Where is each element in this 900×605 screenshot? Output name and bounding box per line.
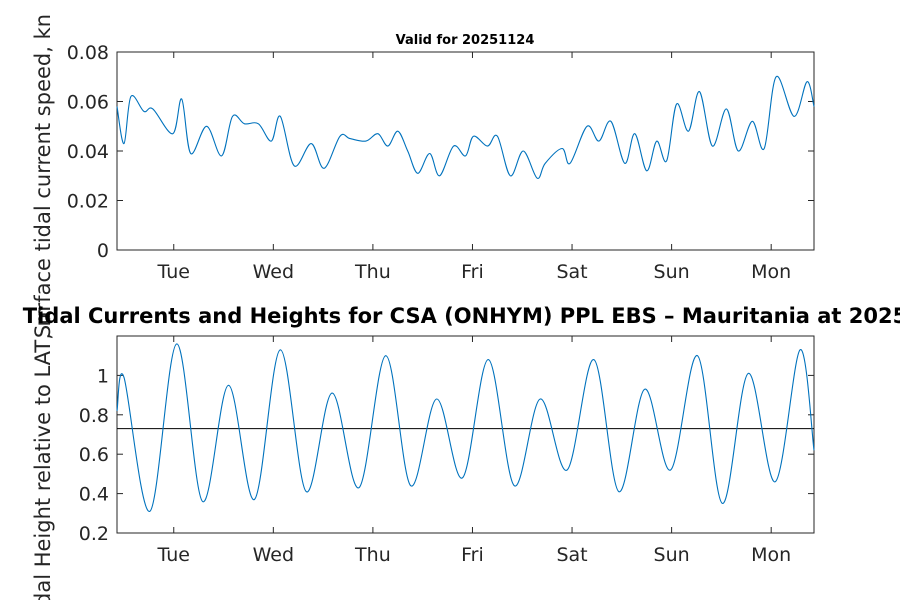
x-tick-label: Sat	[556, 544, 587, 566]
y-tick-label: 0.2	[79, 523, 109, 545]
height-series-line	[116, 343, 815, 512]
height-plot-area	[116, 335, 815, 534]
x-tick-label: Mon	[751, 544, 791, 566]
x-tick-label: Thu	[354, 544, 391, 566]
y-tick-label: 1	[97, 365, 109, 387]
height-x-ticks: Tue Wed Thu Fri Sat Sun Mon	[157, 336, 791, 566]
y-tick-label: 0	[97, 240, 109, 262]
height-y-axis-label: Tidal Height relative to LAT, m	[31, 306, 55, 600]
y-tick-label: 0.8	[79, 405, 109, 427]
x-tick-label: Wed	[253, 261, 294, 283]
x-tick-label: Sun	[654, 261, 690, 283]
x-tick-label: Thu	[354, 261, 391, 283]
y-tick-label: 0.04	[67, 141, 109, 163]
height-chart-title: Tidal Currents and Heights for CSA (ONHY…	[23, 304, 900, 328]
speed-chart-title: Valid for 20251124	[396, 33, 535, 48]
x-tick-label: Sat	[556, 261, 587, 283]
x-tick-label: Tue	[157, 544, 190, 566]
speed-chart: Valid for 20251124 Surface tidal current…	[31, 14, 815, 338]
x-tick-label: Wed	[253, 544, 294, 566]
speed-plot-area	[116, 51, 815, 251]
x-tick-label: Mon	[751, 261, 791, 283]
speed-y-ticks: 0 0.02 0.04 0.06 0.08	[67, 42, 814, 262]
speed-y-axis-label: Surface tidal current speed, kn	[31, 14, 55, 338]
y-tick-label: 0.4	[79, 484, 109, 506]
height-y-ticks: 0.2 0.4 0.6 0.8 1	[79, 365, 814, 545]
y-tick-label: 0.6	[79, 444, 109, 466]
speed-series-line	[116, 76, 815, 179]
y-tick-label: 0.02	[67, 191, 109, 213]
x-tick-label: Tue	[157, 261, 190, 283]
y-tick-label: 0.06	[67, 92, 109, 114]
y-tick-label: 0.08	[67, 42, 109, 64]
x-tick-label: Fri	[461, 261, 484, 283]
speed-x-ticks: Tue Wed Thu Fri Sat Sun Mon	[157, 52, 791, 283]
height-chart: Tidal Height relative to LAT, m 0.20.40.…	[23, 304, 900, 605]
x-tick-label: Fri	[461, 544, 484, 566]
x-tick-label: Sun	[654, 544, 690, 566]
